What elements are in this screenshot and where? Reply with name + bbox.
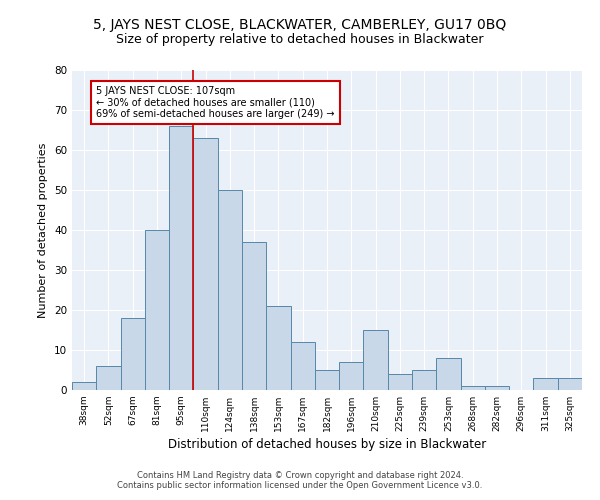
Bar [96,366,121,390]
Bar [339,362,364,390]
Text: Size of property relative to detached houses in Blackwater: Size of property relative to detached ho… [116,32,484,46]
Text: 5, JAYS NEST CLOSE, BLACKWATER, CAMBERLEY, GU17 0BQ: 5, JAYS NEST CLOSE, BLACKWATER, CAMBERLE… [94,18,506,32]
Bar [388,374,412,390]
Bar [558,378,582,390]
Bar [461,386,485,390]
Bar [485,386,509,390]
Bar [436,358,461,390]
Bar [266,306,290,390]
Bar [121,318,145,390]
Bar [315,370,339,390]
Text: 5 JAYS NEST CLOSE: 107sqm
← 30% of detached houses are smaller (110)
69% of semi: 5 JAYS NEST CLOSE: 107sqm ← 30% of detac… [96,86,335,119]
Bar [218,190,242,390]
X-axis label: Distribution of detached houses by size in Blackwater: Distribution of detached houses by size … [168,438,486,451]
Bar [193,138,218,390]
Text: Contains HM Land Registry data © Crown copyright and database right 2024.
Contai: Contains HM Land Registry data © Crown c… [118,470,482,490]
Bar [169,126,193,390]
Y-axis label: Number of detached properties: Number of detached properties [38,142,49,318]
Bar [533,378,558,390]
Bar [145,230,169,390]
Bar [72,382,96,390]
Bar [242,242,266,390]
Bar [290,342,315,390]
Bar [364,330,388,390]
Bar [412,370,436,390]
